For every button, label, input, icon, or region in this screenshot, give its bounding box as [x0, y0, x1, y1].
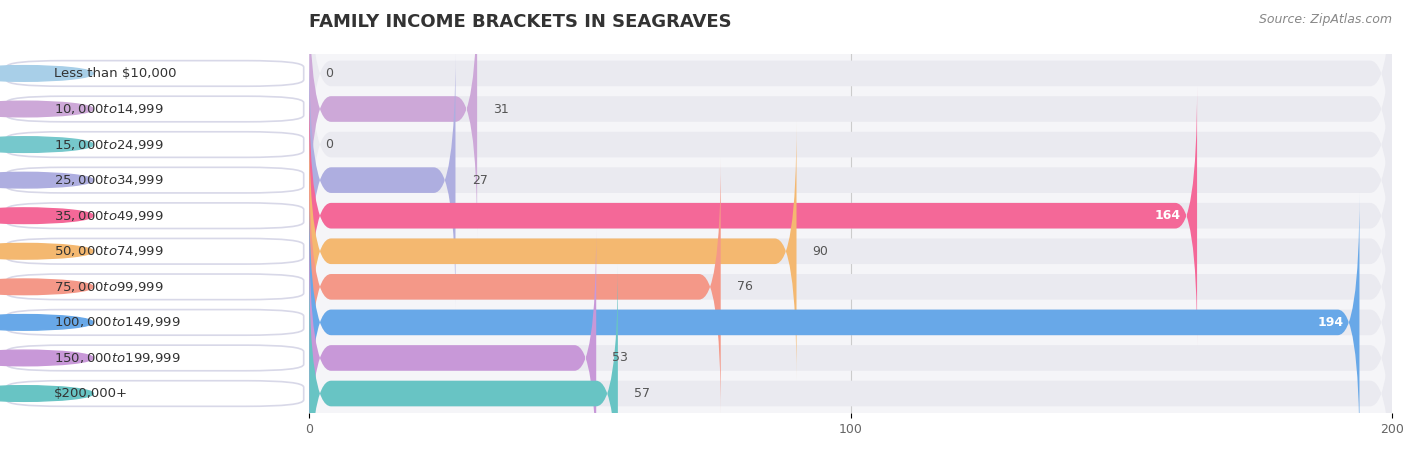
Text: 27: 27: [472, 174, 488, 187]
Text: 31: 31: [494, 102, 509, 115]
FancyBboxPatch shape: [7, 274, 304, 299]
Text: $150,000 to $199,999: $150,000 to $199,999: [53, 351, 180, 365]
Text: $10,000 to $14,999: $10,000 to $14,999: [53, 102, 163, 116]
FancyBboxPatch shape: [7, 96, 304, 122]
FancyBboxPatch shape: [309, 0, 1392, 203]
FancyBboxPatch shape: [309, 86, 1197, 345]
Circle shape: [0, 315, 93, 330]
FancyBboxPatch shape: [309, 229, 1392, 449]
FancyBboxPatch shape: [309, 157, 721, 416]
Text: $15,000 to $24,999: $15,000 to $24,999: [53, 137, 163, 152]
FancyBboxPatch shape: [7, 203, 304, 229]
Text: 0: 0: [326, 67, 333, 80]
Text: $50,000 to $74,999: $50,000 to $74,999: [53, 244, 163, 258]
Text: 164: 164: [1154, 209, 1181, 222]
Text: Source: ZipAtlas.com: Source: ZipAtlas.com: [1258, 13, 1392, 26]
FancyBboxPatch shape: [7, 238, 304, 264]
Text: FAMILY INCOME BRACKETS IN SEAGRAVES: FAMILY INCOME BRACKETS IN SEAGRAVES: [309, 13, 733, 31]
FancyBboxPatch shape: [309, 264, 1392, 449]
FancyBboxPatch shape: [7, 61, 304, 86]
Circle shape: [0, 172, 93, 188]
Circle shape: [0, 279, 93, 295]
FancyBboxPatch shape: [309, 15, 1392, 274]
Circle shape: [0, 66, 93, 81]
FancyBboxPatch shape: [7, 381, 304, 406]
Text: Less than $10,000: Less than $10,000: [53, 67, 176, 80]
Circle shape: [0, 350, 93, 366]
Text: 76: 76: [737, 280, 752, 293]
Text: $75,000 to $99,999: $75,000 to $99,999: [53, 280, 163, 294]
FancyBboxPatch shape: [309, 264, 617, 449]
FancyBboxPatch shape: [309, 0, 1392, 238]
Text: 53: 53: [613, 352, 628, 365]
Text: $200,000+: $200,000+: [53, 387, 128, 400]
Circle shape: [0, 208, 93, 224]
FancyBboxPatch shape: [7, 167, 304, 193]
FancyBboxPatch shape: [309, 86, 1392, 345]
Text: 0: 0: [326, 138, 333, 151]
Text: $35,000 to $49,999: $35,000 to $49,999: [53, 209, 163, 223]
Text: 57: 57: [634, 387, 650, 400]
FancyBboxPatch shape: [309, 193, 1392, 449]
FancyBboxPatch shape: [309, 51, 1392, 310]
Circle shape: [0, 386, 93, 401]
Circle shape: [0, 137, 93, 152]
FancyBboxPatch shape: [309, 229, 596, 449]
FancyBboxPatch shape: [309, 0, 477, 238]
FancyBboxPatch shape: [309, 51, 456, 310]
Text: 90: 90: [813, 245, 828, 258]
Text: 194: 194: [1317, 316, 1343, 329]
Circle shape: [0, 243, 93, 259]
FancyBboxPatch shape: [7, 132, 304, 157]
FancyBboxPatch shape: [7, 310, 304, 335]
Text: $25,000 to $34,999: $25,000 to $34,999: [53, 173, 163, 187]
FancyBboxPatch shape: [309, 122, 1392, 381]
FancyBboxPatch shape: [309, 193, 1360, 449]
FancyBboxPatch shape: [7, 345, 304, 371]
Circle shape: [0, 101, 93, 117]
Text: $100,000 to $149,999: $100,000 to $149,999: [53, 315, 180, 330]
FancyBboxPatch shape: [309, 157, 1392, 416]
FancyBboxPatch shape: [309, 122, 796, 381]
